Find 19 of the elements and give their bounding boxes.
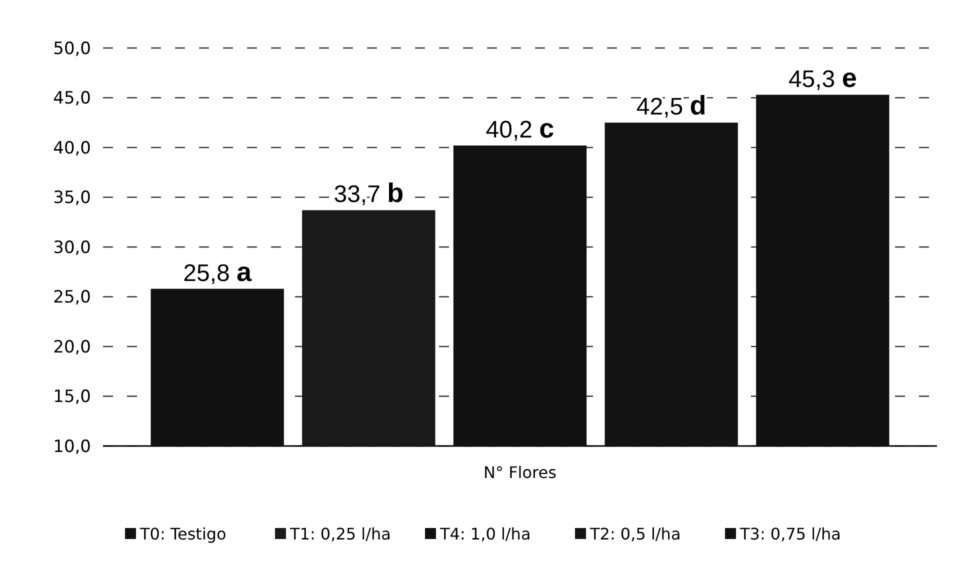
y-tick-label: 20,0 [53,337,91,358]
x-tick-label: N° Flores [484,463,556,482]
y-tick-label: 50,0 [53,38,91,59]
y-tick-label: 35,0 [53,188,91,208]
legend-label: T0: Testigo [139,524,226,544]
legend-label: T3: 0,75 l/ha [739,524,841,544]
data-label: 25,8 a [183,256,253,287]
data-label: 42,5 d [636,90,706,121]
y-tick-label: 10,0 [53,436,91,457]
y-tick-label: 15,0 [53,387,91,408]
y-tick-label: 25,0 [53,288,91,308]
y-tick-label: 40,0 [53,138,91,158]
data-label: 40,2 c [486,114,554,144]
y-tick-label: 30,0 [53,238,91,258]
data-label: 45,3 e [788,62,857,93]
y-tick-label: 45,0 [53,88,91,109]
legend-label: T4: 1,0 l/ha [439,524,531,544]
legend-label: T1: 0,25 l/ha [289,524,391,544]
legend-label: T2: 0,5 l/ha [589,524,681,544]
